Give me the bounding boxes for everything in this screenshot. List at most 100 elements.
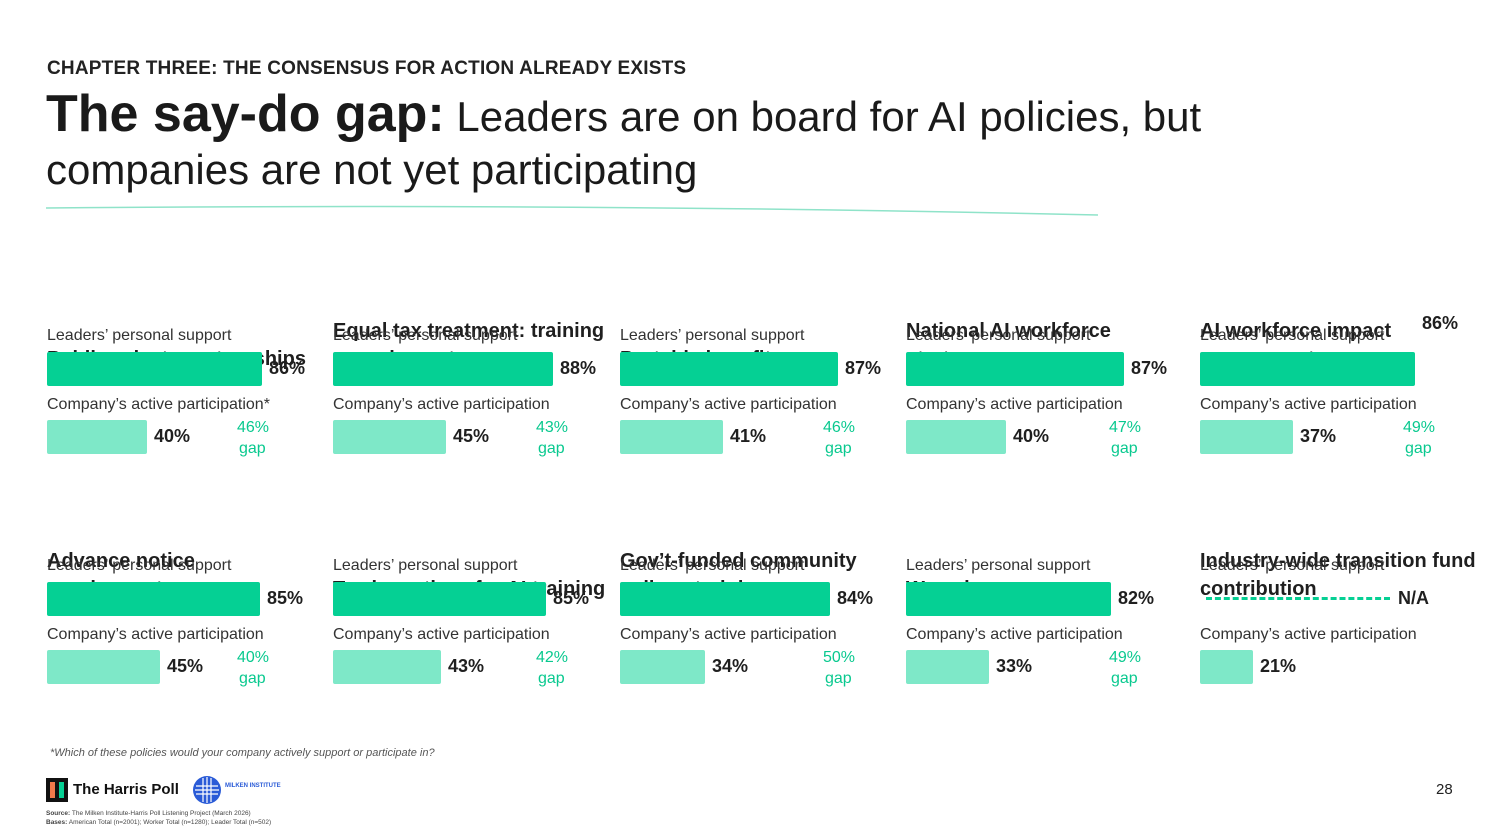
participation-value: 40% <box>154 426 191 446</box>
participation-value: 33% <box>996 656 1033 676</box>
support-value: 87% <box>1131 358 1168 378</box>
support-label: Leaders’ personal support <box>47 327 232 344</box>
participation-value: 45% <box>167 656 204 676</box>
participation-value: 21% <box>1260 656 1297 676</box>
support-bar <box>333 582 546 616</box>
participation-bar <box>620 420 723 454</box>
participation-bar <box>906 650 989 684</box>
support-label: Leaders’ personal support <box>333 557 518 574</box>
support-bar <box>47 352 262 386</box>
support-value: 88% <box>560 358 597 378</box>
policy-title: Industry-wide transition fund contributi… <box>1200 550 1476 600</box>
source-text: The Milken Institute-Harris Poll Listeni… <box>71 810 251 817</box>
participation-value: 34% <box>712 656 749 676</box>
support-bar <box>620 582 830 616</box>
policy-card: National AI workforce strategyLeaders’ p… <box>906 317 1181 527</box>
title-underline <box>46 205 1099 216</box>
gap-word: gap <box>1111 670 1138 687</box>
participation-bar <box>620 650 705 684</box>
participation-bar <box>47 650 160 684</box>
source-note: Source: The Milken Institute-Harris Poll… <box>46 809 271 827</box>
gap-word: gap <box>239 670 266 687</box>
gap-value: 46% <box>237 419 270 436</box>
support-label: Leaders’ personal support <box>620 327 805 344</box>
support-label: Leaders’ personal support <box>620 557 805 574</box>
not-applicable-line <box>1206 597 1390 600</box>
participation-bar <box>47 420 147 454</box>
page-number: 28 <box>1436 781 1453 798</box>
participation-value: 41% <box>730 426 767 446</box>
page-title-lead: The say-do gap: <box>46 85 445 143</box>
support-value: 85% <box>267 588 304 608</box>
gap-annotation: 46% gap <box>237 417 269 459</box>
gap-annotation: 43% gap <box>536 417 568 459</box>
gap-annotation: 47% gap <box>1109 417 1141 459</box>
gap-value: 42% <box>536 649 569 666</box>
participation-bar <box>333 420 446 454</box>
gap-value: 46% <box>823 419 856 436</box>
gap-value: 40% <box>237 649 270 666</box>
participation-value: 40% <box>1013 426 1050 446</box>
page-title: The say-do gap: Leaders are on board for… <box>46 88 1346 196</box>
milken-institute-wordmark: MILKEN INSTITUTE <box>225 783 281 789</box>
harris-poll-wordmark: The Harris Poll <box>73 781 179 798</box>
support-label: Leaders’ personal support <box>906 557 1091 574</box>
participation-label: Company’s active participation* <box>47 396 270 413</box>
support-bar <box>1200 352 1415 386</box>
support-bar <box>333 352 553 386</box>
gap-value: 49% <box>1109 649 1142 666</box>
gap-value: 50% <box>823 649 856 666</box>
bases-label: Bases: <box>46 819 68 826</box>
support-bar <box>47 582 260 616</box>
support-label: Leaders’ personal support <box>1200 557 1385 574</box>
policy-card: Public-private partnershipsLeaders’ pers… <box>47 317 322 527</box>
support-label: Leaders’ personal support <box>906 327 1091 344</box>
participation-bar <box>1200 650 1253 684</box>
gap-word: gap <box>538 440 565 457</box>
participation-bar <box>333 650 441 684</box>
participation-label: Company’s active participation <box>333 396 550 413</box>
gap-annotation: 46% gap <box>823 417 855 459</box>
support-bar <box>620 352 838 386</box>
policy-card: Gov’t-funded community college trainingL… <box>620 547 895 757</box>
support-bar <box>906 352 1124 386</box>
support-label: Leaders’ personal support <box>1200 327 1385 344</box>
support-value: 87% <box>845 358 882 378</box>
source-label: Source: <box>46 810 71 817</box>
gap-annotation: 42% gap <box>536 647 568 689</box>
policy-card: Equal tax treatment: training v. equipme… <box>333 317 608 527</box>
bases-text: American Total (n=2001); Worker Total (n… <box>68 819 272 826</box>
participation-label: Company’s active participation <box>1200 396 1417 413</box>
support-value: N/A <box>1398 588 1429 608</box>
gap-word: gap <box>538 670 565 687</box>
support-value: 86% <box>1422 313 1459 333</box>
chapter-label: CHAPTER THREE: THE CONSENSUS FOR ACTION … <box>47 58 687 79</box>
gap-annotation: 49% gap <box>1109 647 1141 689</box>
gap-value: 43% <box>536 419 569 436</box>
footnote: *Which of these policies would your comp… <box>50 747 435 759</box>
support-bar <box>906 582 1111 616</box>
support-value: 82% <box>1118 588 1155 608</box>
participation-label: Company’s active participation <box>47 626 264 643</box>
support-label: Leaders’ personal support <box>333 327 518 344</box>
participation-value: 37% <box>1300 426 1337 446</box>
gap-word: gap <box>239 440 266 457</box>
policy-card: Industry-wide transition fund contributi… <box>1200 547 1476 757</box>
support-value: 84% <box>837 588 874 608</box>
participation-label: Company’s active participation <box>620 626 837 643</box>
participation-label: Company’s active participation <box>906 396 1123 413</box>
support-label: Leaders’ personal support <box>47 557 232 574</box>
harris-poll-logo-icon <box>46 778 68 802</box>
participation-value: 45% <box>453 426 490 446</box>
support-value: 86% <box>269 358 306 378</box>
policy-card: AI workforce impact assessmentsLeaders’ … <box>1200 313 1475 527</box>
policy-card: Portable benefitsLeaders’ personal suppo… <box>620 317 895 527</box>
participation-value: 43% <box>448 656 485 676</box>
participation-bar <box>906 420 1006 454</box>
page-title-rest: Leaders are on board for AI policies, bu… <box>46 93 1202 193</box>
policy-card: Advance notice requirementsLeaders’ pers… <box>47 547 322 757</box>
participation-label: Company’s active participation <box>620 396 837 413</box>
gap-annotation: 50% gap <box>823 647 855 689</box>
participation-label: Company’s active participation <box>333 626 550 643</box>
